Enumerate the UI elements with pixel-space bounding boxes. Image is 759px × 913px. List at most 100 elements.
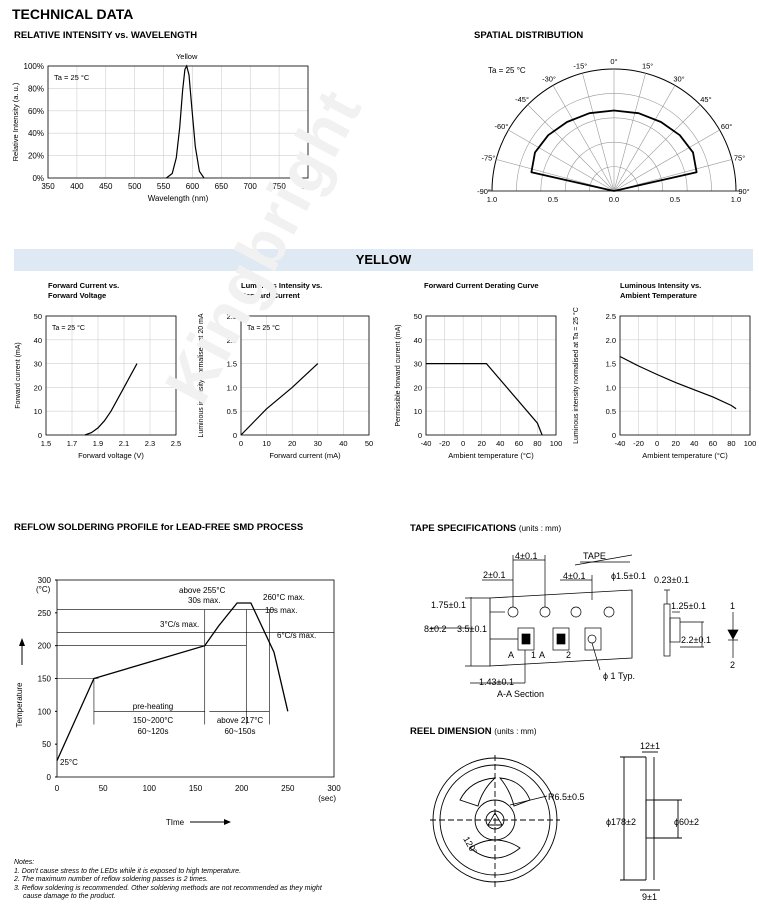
x-tick-label: 40: [690, 439, 698, 448]
condition-label: Ta = 25 °C: [247, 324, 280, 332]
reflow-annotation-a60b: 60~150s: [225, 727, 256, 736]
series-line: [84, 363, 138, 436]
y-tick-label: 1.0: [227, 383, 237, 392]
reflow-annotation-a217: above 217°C: [217, 716, 264, 725]
spatial-title: SPATIAL DISTRIBUTION: [474, 30, 584, 41]
tape-dim-phi1: ϕ 1 Typ.: [603, 671, 635, 681]
polar-angle-label: 15°: [642, 61, 653, 70]
chart-title: Ambient Temperature: [620, 291, 697, 300]
x-tick-label: 0: [239, 439, 243, 448]
x-tick-label: 0: [55, 784, 60, 793]
luminous-current-chart: 0 10 20 30 40 50 0 0.5 1.0 1.5 2.0 2.5 Forward curre…: [198, 281, 373, 460]
condition-label: Ta = 25 °C: [52, 324, 85, 332]
band-title: YELLOW: [355, 252, 412, 267]
tape-dim-175: 1.75±0.1: [431, 600, 466, 610]
x-tick-label: 0: [461, 439, 465, 448]
y-tick-label: 200: [38, 642, 52, 651]
polar-angle-label: -60°: [494, 122, 508, 131]
x-tick-label: 60: [515, 439, 523, 448]
y-tick-label: 1.5: [606, 360, 616, 369]
note-1: 1. Don't cause stress to the LEDs while …: [14, 867, 242, 875]
reel-heading: REEL DIMENSION (units : mm): [410, 726, 537, 737]
chart-title: Forward Current: [241, 291, 300, 300]
polar-angle-label: -45°: [515, 95, 529, 104]
reel-dim-60: ϕ60±2: [674, 817, 699, 827]
y-tick-label: 0.5: [227, 407, 237, 416]
polar-radial-label: 0.5: [548, 195, 558, 204]
tape-heading: TAPE SPECIFICATIONS (units : mm): [410, 523, 561, 534]
x-axis-label: TIme: [166, 818, 185, 827]
polar-radial-label: 1.0: [487, 195, 497, 204]
x-tick-label: 1.9: [93, 439, 103, 448]
y-tick-label: 30: [414, 360, 422, 369]
polar-angle-label: -90°: [477, 187, 491, 196]
tape-label: TAPE: [583, 551, 606, 561]
y-tick-label: 100: [38, 707, 52, 716]
spatial-pattern: [530, 109, 698, 192]
plot-frame: [45, 315, 177, 436]
y-tick-label: 40%: [28, 129, 44, 138]
x-tick-label: 300: [327, 784, 341, 793]
note-3-cont: cause damage to the product.: [23, 893, 116, 900]
polar-spoke: [613, 85, 676, 192]
derating-chart: -40 -20 0 20 40 60 80 100 0 10 20 30 40 50 Ambient tem…: [395, 281, 563, 460]
y-tick-label: 20: [34, 383, 42, 392]
x-tick-label: 20: [672, 439, 680, 448]
x-tick-label: 2.3: [145, 439, 155, 448]
x-tick-label: 60: [709, 439, 717, 448]
reel-dim-178: ϕ178±2: [606, 817, 636, 827]
y-tick-label: 0: [418, 431, 422, 440]
polar-spoke: [613, 129, 720, 192]
x-tick-label: -40: [421, 439, 432, 448]
reel-dim-9: 9±1: [642, 892, 657, 902]
x-tick-label: 550: [157, 182, 171, 191]
series-line: [166, 64, 205, 179]
x-tick-label: 750: [272, 182, 286, 191]
chart-title: Luminous Intensity vs.: [241, 281, 322, 290]
x-tick-label: 1.5: [41, 439, 51, 448]
x-tick-label: 450: [99, 182, 113, 191]
reflow-annotation-a10s: 10s max.: [265, 606, 297, 615]
y-tick-label: 10: [414, 407, 422, 416]
chart-title: Forward Current vs.: [48, 281, 119, 290]
condition-label: Ta = 25 °C: [54, 73, 90, 82]
rel-intensity-chart: 350 400 450 500 550 600 650 700 750 800 0% 20% 40% 60…: [11, 52, 315, 203]
tape-drawing: 4±0.1 2±0.1 TAPE 4±0.1 ϕ1.5±0.1 0.23±0.1…: [424, 551, 739, 699]
y-tick-label: 100%: [24, 62, 44, 71]
x-tick-label: 800: [301, 182, 315, 191]
y-tick-label: 2.5: [227, 312, 237, 321]
x-tick-label: 100: [550, 439, 563, 448]
x-tick-label: 650: [215, 182, 229, 191]
y-tick-label: 0%: [32, 174, 44, 183]
x-tick-label: 20: [288, 439, 296, 448]
notes: Notes: 1. Don't cause stress to the LEDs…: [14, 859, 322, 902]
polar-angle-label: 0°: [610, 57, 617, 66]
y-tick-label: 2.5: [606, 312, 616, 321]
luminous-temperature-chart: -40 -20 0 20 40 60 80 100 0 0.5 1.0 1.5 2.0 2.5 Ambien…: [572, 281, 756, 460]
x-tick-label: 30: [314, 439, 322, 448]
y-tick-label: 0: [47, 773, 52, 782]
reel-title: REEL DIMENSION: [410, 726, 492, 737]
tape-dim-8: 8±0.2: [424, 624, 446, 634]
chart-title: Forward Current Derating Curve: [424, 281, 539, 290]
reel-units: (units : mm): [494, 727, 537, 736]
x-tick-label: 700: [244, 182, 258, 191]
polar-radial-label: 0.0: [609, 195, 619, 204]
y-tick-label: 80%: [28, 84, 44, 93]
y-tick-label: 60%: [28, 107, 44, 116]
x-tick-label: 200: [235, 784, 249, 793]
x-tick-label: 1.7: [67, 439, 77, 448]
series-label: Yellow: [176, 52, 198, 61]
x-tick-label: 20: [478, 439, 486, 448]
y-tick-label: 50: [34, 312, 42, 321]
polar-spoke: [552, 85, 615, 192]
x-tick-label: 150: [189, 784, 203, 793]
tape-dim-143: 1.43±0.1: [479, 677, 514, 687]
plot-frame: [619, 315, 751, 436]
tape-dim-35: 3.5±0.1: [457, 624, 487, 634]
polar-spoke: [508, 129, 615, 192]
reel-drawing: R6.5±0.5 12±1 ϕ178±2 ϕ60±2 9±1 120°: [430, 741, 699, 902]
polar-spoke: [613, 104, 701, 192]
x-tick-label: 500: [128, 182, 142, 191]
plot-frame: [47, 65, 309, 179]
